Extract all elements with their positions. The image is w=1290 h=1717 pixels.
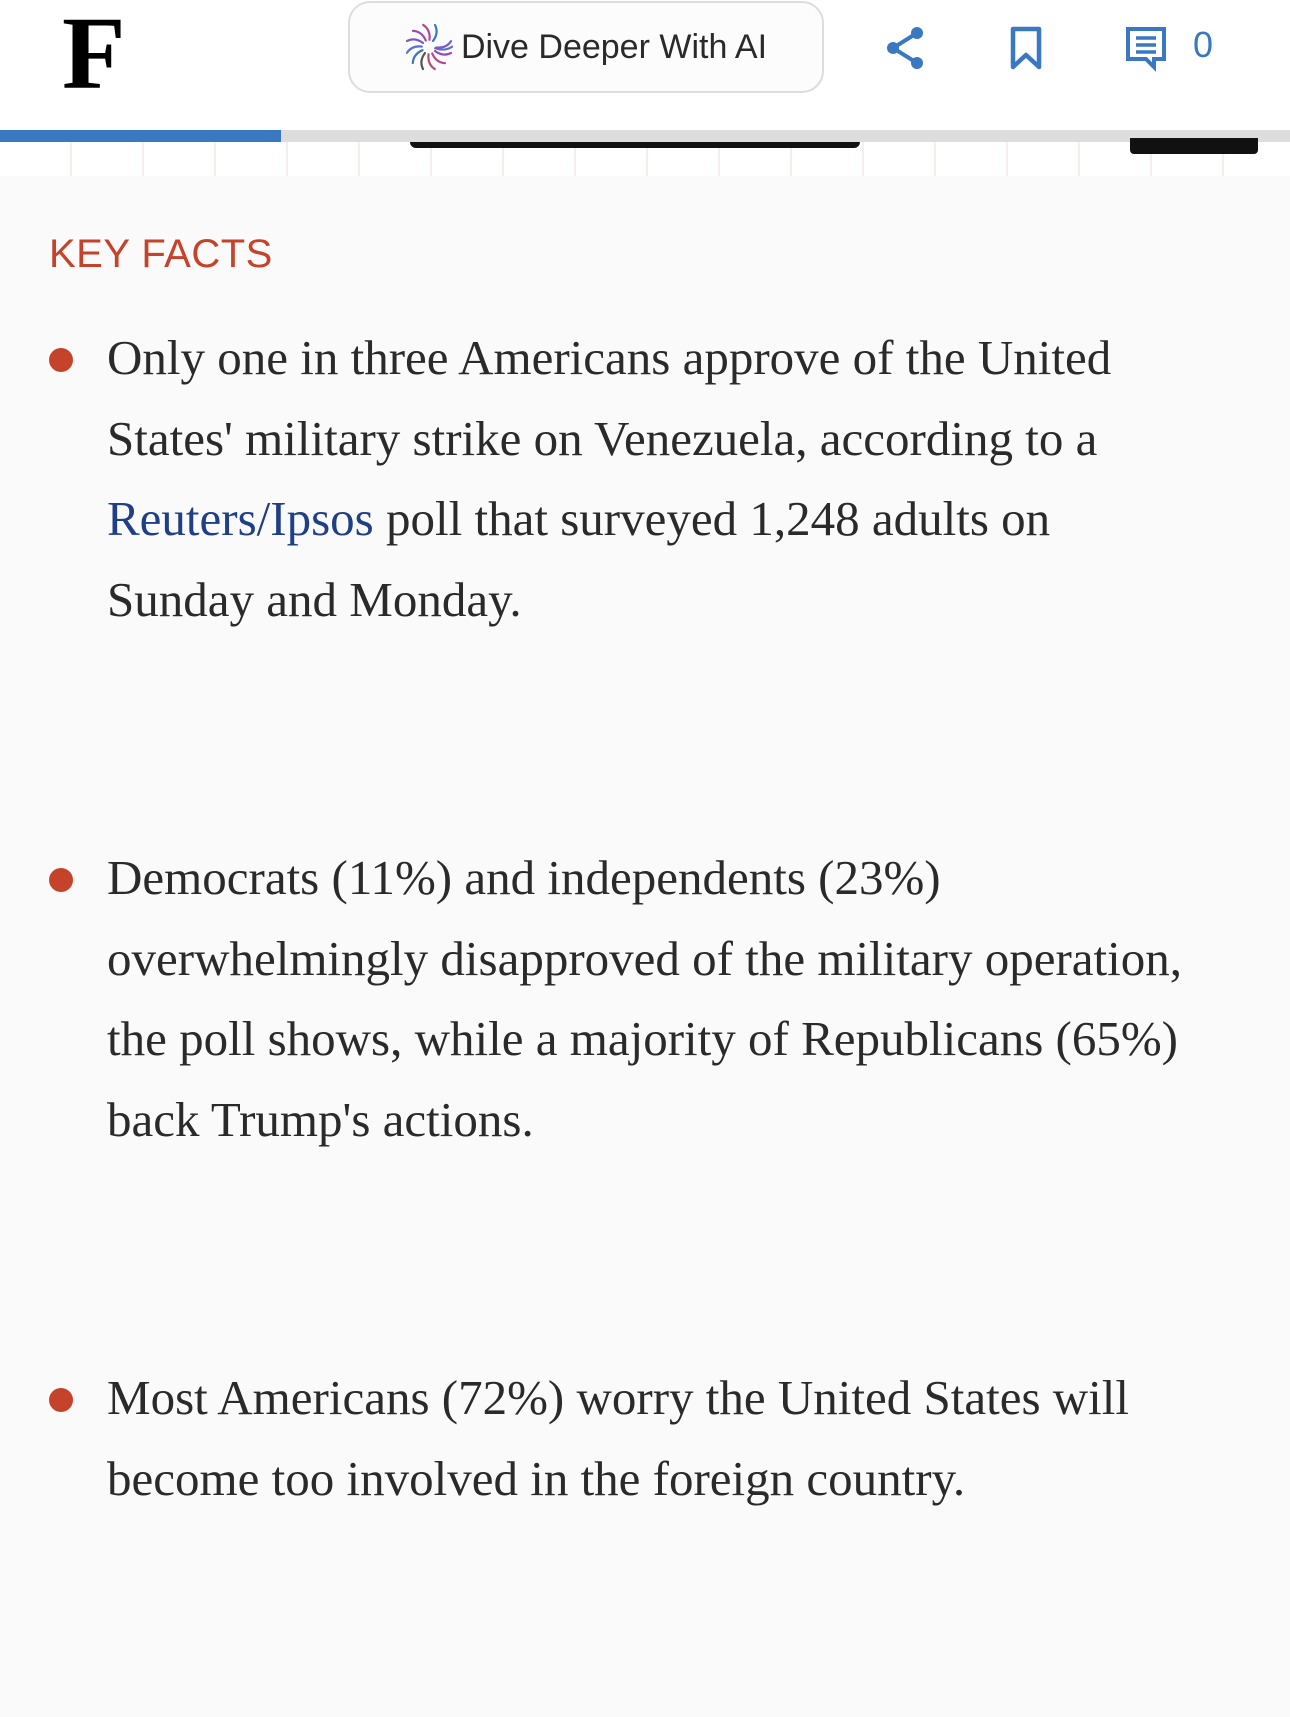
key-facts-heading: KEY FACTS xyxy=(49,232,273,276)
bullet-icon xyxy=(49,1388,73,1412)
bookmark-icon[interactable] xyxy=(1008,24,1044,72)
key-facts-list: Only one in three Americans approve of t… xyxy=(0,318,1290,1717)
key-fact-item: Democrats (11%) and independents (23%) o… xyxy=(0,838,1290,1160)
fact-text: Democrats (11%) and independents (23%) o… xyxy=(107,850,1183,1147)
reading-progress-fill xyxy=(0,130,282,142)
ai-swirl-icon xyxy=(405,23,453,71)
comment-icon[interactable] xyxy=(1124,24,1168,72)
dive-deeper-ai-button[interactable]: Dive Deeper With AI xyxy=(348,1,824,93)
key-fact-item: Most Americans (72%) worry the United St… xyxy=(0,1358,1290,1519)
fact-text: Most Americans (72%) worry the United St… xyxy=(107,1370,1130,1506)
fact-text: Only one in three Americans approve of t… xyxy=(107,330,1112,466)
ai-button-label: Dive Deeper With AI xyxy=(460,27,768,66)
fact-text: poll that surveyed 1,248 adults on Sunda… xyxy=(107,491,1051,627)
clipped-element xyxy=(410,142,860,148)
key-fact-item: Only one in three Americans approve of t… xyxy=(0,318,1290,640)
logo[interactable]: F xyxy=(62,0,126,111)
bullet-icon xyxy=(49,868,73,892)
reading-progress-bar xyxy=(0,130,1290,142)
bullet-icon xyxy=(49,348,73,372)
comment-count[interactable]: 0 xyxy=(1193,24,1214,65)
clipped-label xyxy=(1130,138,1258,154)
share-icon[interactable] xyxy=(884,24,928,72)
top-bar: F Dive Deeper With AI xyxy=(0,0,1290,130)
reuters-ipsos-link[interactable]: Reuters/Ipsos xyxy=(107,491,374,546)
